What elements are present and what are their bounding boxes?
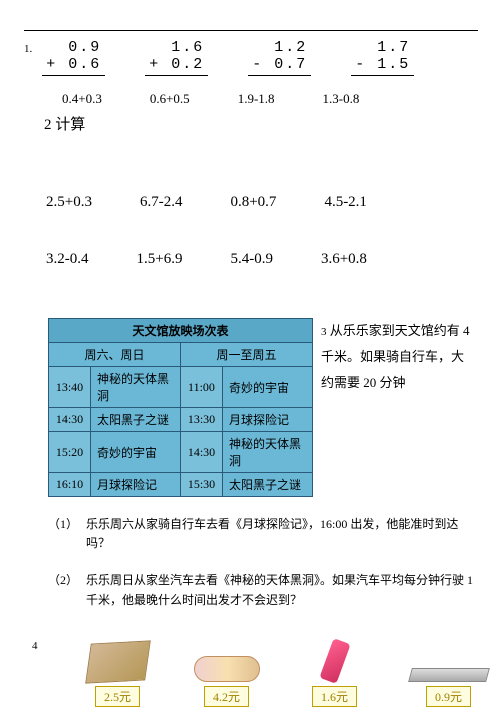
r2-1: 0.4+0.3 — [62, 91, 102, 107]
t-r0-c0: 13:40 — [49, 367, 91, 408]
vprob-3-line — [248, 75, 311, 89]
c2-3: 5.4-0.9 — [230, 251, 273, 268]
table-h1: 周六、周日 — [49, 343, 181, 367]
section-3: 天文馆放映场次表 周六、周日周一至周五 13:40神秘的天体黑洞11:00奇妙的… — [48, 318, 478, 497]
table-h2: 周一至周五 — [181, 343, 313, 367]
schedule-table: 天文馆放映场次表 周六、周日周一至周五 13:40神秘的天体黑洞11:00奇妙的… — [48, 318, 313, 497]
c2-4: 3.6+0.8 — [321, 251, 367, 268]
vprob-1-top: 0.9 — [42, 39, 105, 56]
vprob-3: 1.2- 0.7 — [248, 39, 311, 89]
section-3-number: 3 — [321, 326, 327, 338]
ruler-icon — [408, 668, 490, 682]
vprob-4-top: 1.7 — [351, 39, 414, 56]
vprob-1: 0.9+ 0.6 — [42, 39, 105, 89]
vprob-2-line — [145, 75, 208, 89]
section-1: 1. 0.9+ 0.6 1.6+ 0.2 1.2- 0.7 1.7- 1.5 — [24, 39, 478, 89]
t-r1-c1: 太阳黑子之谜 — [91, 408, 181, 432]
question-1: （1） 乐乐周六从家骑自行车去看《月球探险记》，16:00 出发，他能准时到达吗… — [48, 515, 478, 553]
vprob-1-line — [42, 75, 105, 89]
eraser-icon — [319, 638, 350, 684]
calc-row-1: 2.5+0.3 6.7-2.4 0.8+0.7 4.5-2.1 — [46, 194, 478, 211]
section-4: 4 2.5元 4.2元 1.6元 0.9元 — [32, 640, 478, 707]
t-r0-c3: 奇妙的宇宙 — [223, 367, 313, 408]
pencilcase-icon — [194, 656, 260, 682]
item-1: 2.5元 — [88, 642, 148, 707]
t-r3-c1: 月球探险记 — [91, 473, 181, 497]
r2-4: 1.3-0.8 — [323, 91, 360, 107]
item-3: 1.6元 — [306, 640, 364, 707]
vprob-3-top: 1.2 — [248, 39, 311, 56]
t-r3-c0: 16:10 — [49, 473, 91, 497]
vprob-2: 1.6+ 0.2 — [145, 39, 208, 89]
price-3: 1.6元 — [312, 686, 357, 707]
notebook-icon — [85, 640, 151, 683]
q2-number: （2） — [48, 571, 78, 609]
calc-row-2: 3.2-0.4 1.5+6.9 5.4-0.9 3.6+0.8 — [46, 251, 478, 268]
vprob-1-op: + 0.6 — [42, 56, 105, 73]
t-r3-c3: 太阳黑子之谜 — [223, 473, 313, 497]
c2-1: 3.2-0.4 — [46, 251, 89, 268]
section-2-heading: 2 计算 — [44, 113, 478, 134]
t-r1-c2: 13:30 — [181, 408, 223, 432]
t-r2-c1: 奇妙的宇宙 — [91, 432, 181, 473]
section-3-text: 3 从乐乐家到天文馆约有 4 千米。如果骑自行车，大约需要 20 分钟 — [321, 318, 471, 497]
vprob-2-op: + 0.2 — [145, 56, 208, 73]
table-title: 天文馆放映场次表 — [49, 319, 313, 343]
q1-number: （1） — [48, 515, 78, 553]
q2-text: 乐乐周日从家坐汽车去看《神秘的天体黑洞》。如果汽车平均每分钟行驶 1 千米，他最… — [86, 571, 478, 609]
t-r1-c3: 月球探险记 — [223, 408, 313, 432]
price-2: 4.2元 — [204, 686, 249, 707]
top-rule — [24, 30, 478, 31]
r2-3: 1.9-1.8 — [238, 91, 275, 107]
section-1-number: 1. — [24, 43, 32, 55]
c1-2: 6.7-2.4 — [140, 194, 183, 211]
item-2: 4.2元 — [194, 656, 260, 707]
c1-4: 4.5-2.1 — [324, 194, 367, 211]
vertical-problems: 0.9+ 0.6 1.6+ 0.2 1.2- 0.7 1.7- 1.5 — [42, 39, 414, 89]
row2-problems: 0.4+0.3 0.6+0.5 1.9-1.8 1.3-0.8 — [62, 91, 478, 107]
c2-2: 1.5+6.9 — [137, 251, 183, 268]
t-r2-c3: 神秘的天体黑洞 — [223, 432, 313, 473]
q1-text: 乐乐周六从家骑自行车去看《月球探险记》，16:00 出发，他能准时到达吗？ — [86, 515, 478, 553]
t-r0-c1: 神秘的天体黑洞 — [91, 367, 181, 408]
t-r1-c0: 14:30 — [49, 408, 91, 432]
c1-3: 0.8+0.7 — [230, 194, 276, 211]
vprob-4: 1.7- 1.5 — [351, 39, 414, 89]
vprob-2-top: 1.6 — [145, 39, 208, 56]
t-r3-c2: 15:30 — [181, 473, 223, 497]
item-4: 0.9元 — [410, 668, 488, 707]
section-3-body: 从乐乐家到天文馆约有 4 千米。如果骑自行车，大约需要 20 分钟 — [321, 323, 470, 390]
t-r2-c0: 15:20 — [49, 432, 91, 473]
vprob-4-op: - 1.5 — [351, 56, 414, 73]
question-2: （2） 乐乐周日从家坐汽车去看《神秘的天体黑洞》。如果汽车平均每分钟行驶 1 千… — [48, 571, 478, 609]
vprob-4-line — [351, 75, 414, 89]
price-1: 2.5元 — [95, 686, 140, 707]
price-4: 0.9元 — [426, 686, 471, 707]
t-r0-c2: 11:00 — [181, 367, 223, 408]
section-4-number: 4 — [32, 640, 38, 652]
t-r2-c2: 14:30 — [181, 432, 223, 473]
c1-1: 2.5+0.3 — [46, 194, 92, 211]
r2-2: 0.6+0.5 — [150, 91, 190, 107]
vprob-3-op: - 0.7 — [248, 56, 311, 73]
